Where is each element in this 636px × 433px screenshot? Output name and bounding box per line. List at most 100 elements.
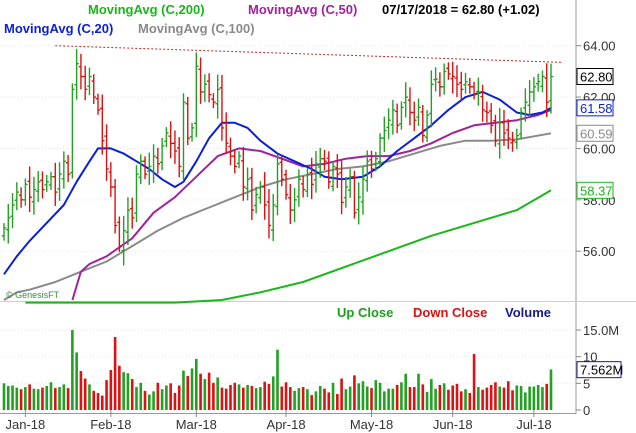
down-volume-bar: [109, 370, 113, 410]
down-price-bar: [27, 166, 32, 213]
up-volume-bar: [524, 392, 527, 410]
volume-tag-box: [576, 361, 622, 379]
down-price-bar: [241, 146, 246, 201]
down-price-bar: [142, 156, 148, 180]
up-volume-bar: [442, 383, 446, 410]
up-volume-bar: [135, 387, 138, 410]
up-volume-bar: [331, 382, 335, 410]
down-volume-bar: [19, 389, 23, 410]
up-volume-bar: [541, 387, 544, 410]
down-price-bar: [288, 183, 293, 224]
down-volume-bar: [250, 386, 254, 410]
up-price-bar: [189, 122, 195, 142]
up-volume-bar: [165, 385, 168, 410]
up-volume-bar: [344, 389, 348, 410]
up-price-bar: [330, 161, 336, 192]
up-volume-bar: [519, 386, 523, 410]
down-volume-bar: [207, 372, 211, 410]
up-volume-bar: [378, 382, 382, 410]
up-volume-bar: [271, 376, 275, 410]
up-price-bar: [518, 107, 524, 139]
up-volume-bar: [24, 387, 27, 410]
ma20-line: [3, 90, 552, 275]
price-tag: 62.80: [576, 68, 614, 86]
down-price-bar: [454, 65, 460, 98]
down-volume-bar: [41, 387, 44, 410]
up-volume-bar: [216, 377, 219, 410]
up-price-bar: [373, 151, 378, 172]
price-tick-label: 56.00: [583, 244, 616, 259]
price-tag-box: [576, 181, 614, 199]
genesis-watermark: © GenesisFT: [6, 290, 60, 300]
price-tag-box: [576, 68, 614, 86]
down-price-bar: [544, 63, 549, 118]
down-volume-bar: [156, 382, 160, 410]
up-price-bar: [343, 177, 349, 208]
legend-ma20: MovingAvg (C,20): [4, 21, 113, 36]
up-volume-bar: [152, 391, 155, 410]
volume-tick-label: 15.0M: [583, 323, 619, 338]
up-volume-bar: [139, 382, 143, 410]
up-volume-bar: [515, 385, 519, 410]
volume-tag-label: 7.562M: [580, 363, 623, 378]
price-tick-label: 64.00: [583, 39, 616, 54]
up-volume-bar: [259, 387, 262, 410]
legend-ma100: MovingAvg (C,100): [138, 21, 255, 36]
down-price-bar: [232, 149, 237, 174]
up-volume-bar: [254, 388, 258, 410]
down-price-bar: [369, 150, 374, 178]
up-volume-bar: [2, 383, 6, 410]
up-price-bar: [44, 174, 49, 192]
down-price-bar: [283, 169, 289, 200]
price-tick-label: 60.00: [583, 141, 616, 156]
down-volume-bar: [485, 387, 489, 410]
down-price-bar: [228, 137, 233, 166]
up-price-bar: [23, 178, 28, 206]
up-volume-bar: [387, 388, 390, 410]
price-tag-box: [576, 124, 614, 142]
up-volume-bar: [400, 382, 403, 410]
up-price-bar: [245, 167, 250, 201]
down-price-bar: [91, 74, 96, 104]
up-volume-bar: [297, 388, 301, 410]
down-price-bar: [185, 96, 190, 146]
up-price-bar: [390, 100, 396, 135]
down-price-bar: [394, 103, 400, 134]
up-price-bar: [14, 182, 20, 211]
up-price-bar: [292, 187, 297, 222]
down-price-bar: [40, 171, 45, 199]
down-volume-bar: [412, 387, 416, 410]
down-volume-bar: [481, 389, 484, 410]
up-volume-bar: [182, 370, 185, 410]
up-price-bar: [360, 166, 366, 215]
down-price-bar: [352, 170, 357, 219]
down-volume-bar: [310, 395, 313, 410]
up-price-bar: [527, 80, 532, 118]
date-tick-label: Feb-18: [90, 417, 131, 432]
down-volume-bar: [224, 388, 228, 410]
down-volume-bar: [100, 395, 104, 410]
ma200-line: [25, 189, 552, 304]
quote-readout: 07/17/2018 = 62.80 (+1.02): [382, 2, 540, 17]
down-volume-bar: [301, 387, 305, 410]
up-volume-bar: [49, 382, 53, 410]
legend-down-close: Down Close: [413, 305, 487, 320]
up-volume-bar: [306, 389, 309, 410]
up-price-bar: [10, 193, 15, 229]
up-price-bar: [215, 74, 220, 119]
up-price-bar: [365, 150, 370, 192]
up-volume-bar: [11, 385, 14, 410]
down-volume-bar: [280, 386, 284, 410]
price-tag-label: 62.80: [580, 70, 613, 85]
down-volume-bar: [494, 382, 497, 410]
up-price-bar: [253, 186, 259, 214]
down-volume-bar: [511, 390, 514, 410]
up-price-bar: [382, 116, 387, 153]
down-price-bar: [177, 137, 182, 178]
up-volume-bar: [126, 373, 130, 410]
down-price-bar: [510, 131, 515, 152]
down-price-bar: [488, 103, 494, 134]
up-volume-bar: [6, 386, 10, 410]
